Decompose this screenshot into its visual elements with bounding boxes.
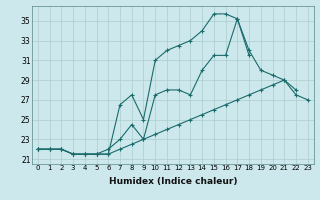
X-axis label: Humidex (Indice chaleur): Humidex (Indice chaleur) [108, 177, 237, 186]
